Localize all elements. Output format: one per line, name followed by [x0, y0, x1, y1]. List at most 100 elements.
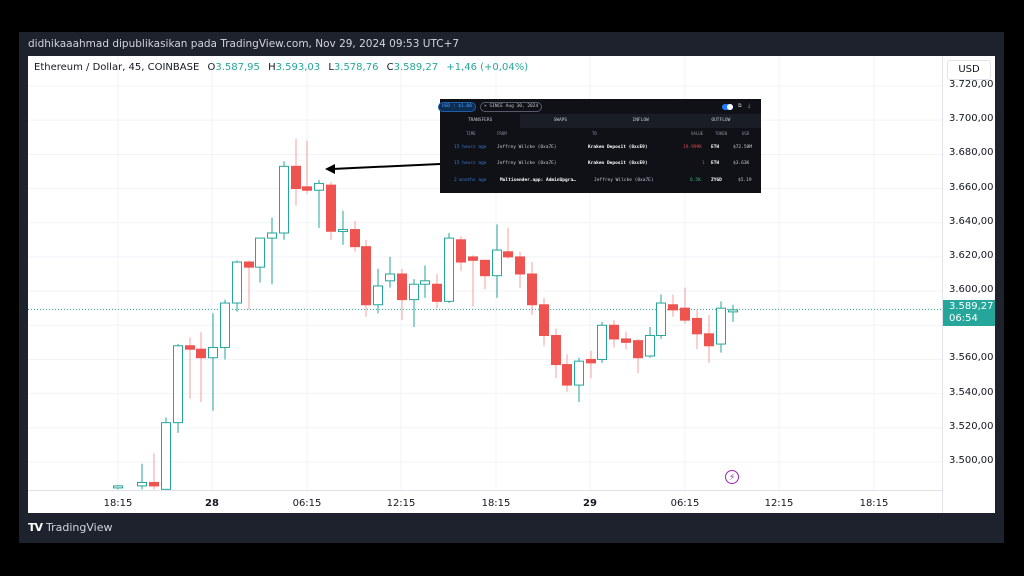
candle[interactable] — [350, 221, 360, 252]
price-tick-label: 3.560,00 — [949, 352, 994, 364]
candle[interactable] — [444, 232, 454, 304]
current-price-label: 3.589,27 06:54 — [943, 300, 995, 327]
price-tick-label: 3.600,00 — [949, 284, 994, 296]
candle[interactable] — [185, 337, 195, 399]
candle[interactable] — [291, 138, 301, 206]
download-icon: ⤓ — [748, 103, 751, 109]
time-tick-label: 18:15 — [859, 498, 889, 509]
candle[interactable] — [338, 210, 348, 245]
time-tick-label: 12:15 — [386, 498, 416, 509]
time-tick-label: 18:15 — [481, 498, 511, 509]
candle[interactable] — [668, 294, 678, 317]
price-axis[interactable]: USD 3.589,27 06:54 3.720,00 3.700,00 3.680… — [942, 56, 995, 513]
candle[interactable] — [232, 260, 242, 312]
candle[interactable] — [255, 237, 265, 283]
candle[interactable] — [302, 140, 312, 194]
currency-button[interactable]: USD — [947, 60, 991, 80]
close-value: 3.589,27 — [393, 62, 439, 73]
price-tick-label: 3.720,00 — [949, 79, 994, 90]
copy-icon: ⧉ — [738, 103, 742, 109]
change-value: +1,46 (+0,04%) — [446, 62, 529, 73]
candle[interactable] — [492, 224, 502, 298]
candle[interactable] — [326, 181, 336, 240]
col-value: VALUE — [691, 131, 704, 136]
candle[interactable] — [656, 294, 666, 339]
candle[interactable] — [409, 279, 419, 327]
tab-swaps: SWAPS — [553, 118, 568, 123]
publisher-line: didhikaaahmad dipublikasikan pada Tradin… — [28, 38, 460, 50]
candle[interactable] — [456, 236, 466, 271]
overlay-row: 15 hours ago Jeffrey Wilcke (0xa7E) Krak… — [454, 161, 750, 166]
symbol-legend: Ethereum / Dollar, 45, COINBASE O3.587,9… — [34, 62, 528, 73]
lightning-event-icon[interactable]: ⚡ — [725, 470, 739, 484]
time-tick-label: 06:15 — [292, 498, 322, 509]
low-label: L — [328, 62, 334, 73]
price-tick-label: 3.640,00 — [949, 215, 994, 227]
candle[interactable] — [597, 321, 607, 363]
since-filter-pill: × SINCE Aug 30, 2024 — [480, 102, 543, 112]
candle[interactable] — [551, 328, 561, 379]
candle[interactable] — [621, 332, 631, 350]
candle[interactable] — [149, 453, 159, 490]
candle[interactable] — [728, 304, 738, 322]
overlay-table-header: TIME FROM TO VALUE TOKEN USD — [440, 129, 761, 139]
candle[interactable] — [314, 179, 324, 228]
candle[interactable] — [716, 301, 726, 353]
candle[interactable] — [220, 299, 230, 360]
time-tick-label: 12:15 — [764, 498, 794, 509]
candle[interactable] — [645, 326, 655, 358]
tab-outflow: OUTFLOW — [711, 118, 731, 123]
candle[interactable] — [527, 262, 537, 316]
candle[interactable] — [385, 256, 395, 288]
candle[interactable] — [244, 260, 254, 310]
candle[interactable] — [539, 297, 549, 346]
candle[interactable] — [633, 338, 643, 374]
candle[interactable] — [704, 315, 714, 363]
overlay-row: 2 months ago Multisender.app: AdminUpgra… — [454, 178, 752, 183]
candle[interactable] — [692, 309, 702, 350]
tradingview-logo: TV TradingView — [28, 521, 113, 534]
candle[interactable] — [196, 332, 206, 403]
high-value: 3.593,03 — [275, 62, 321, 73]
candle[interactable] — [113, 485, 123, 490]
candle[interactable] — [208, 313, 218, 411]
candle[interactable] — [515, 251, 525, 288]
time-axis[interactable]: 18:15 28 06:15 12:15 18:15 29 06:15 12:15 18:15 — [28, 490, 942, 513]
col-to: TO — [592, 131, 597, 136]
candle[interactable] — [161, 417, 171, 490]
tab-inflow: INFLOW — [632, 118, 649, 123]
candle[interactable] — [432, 273, 442, 309]
candle[interactable] — [373, 268, 383, 314]
candle[interactable] — [503, 227, 513, 259]
candle[interactable] — [397, 268, 407, 321]
low-value: 3.578,76 — [333, 62, 379, 73]
col-time: TIME — [466, 131, 476, 136]
symbol-title: Ethereum / Dollar, 45, COINBASE — [34, 62, 200, 73]
candle[interactable] — [173, 344, 183, 433]
candle[interactable] — [680, 287, 690, 324]
col-usd: USD — [742, 131, 750, 136]
candle[interactable] — [361, 239, 371, 317]
candle[interactable] — [279, 161, 289, 240]
candle[interactable] — [137, 463, 147, 490]
tradingview-name: TradingView — [46, 521, 113, 534]
candle[interactable] — [609, 320, 619, 348]
price-pill: USD : $1.00 — [438, 102, 476, 112]
candle[interactable] — [267, 217, 277, 285]
candle[interactable] — [562, 354, 572, 392]
candle[interactable] — [468, 255, 478, 307]
candlestick-plot[interactable] — [28, 56, 942, 490]
col-from: FROM — [497, 131, 507, 136]
candle[interactable] — [420, 265, 430, 298]
candle[interactable] — [574, 357, 584, 403]
price-tick-label: 3.620,00 — [949, 249, 994, 261]
bar-countdown: 06:54 — [949, 313, 978, 325]
open-value: 3.587,95 — [215, 62, 260, 73]
high-label: H — [268, 62, 276, 73]
price-tick-label: 3.540,00 — [949, 386, 994, 398]
candle[interactable] — [586, 350, 596, 379]
price-tick-label: 3.660,00 — [949, 181, 994, 193]
candle[interactable] — [480, 259, 490, 290]
price-tick-label: 3.700,00 — [949, 113, 994, 125]
time-tick-label: 06:15 — [670, 498, 700, 509]
